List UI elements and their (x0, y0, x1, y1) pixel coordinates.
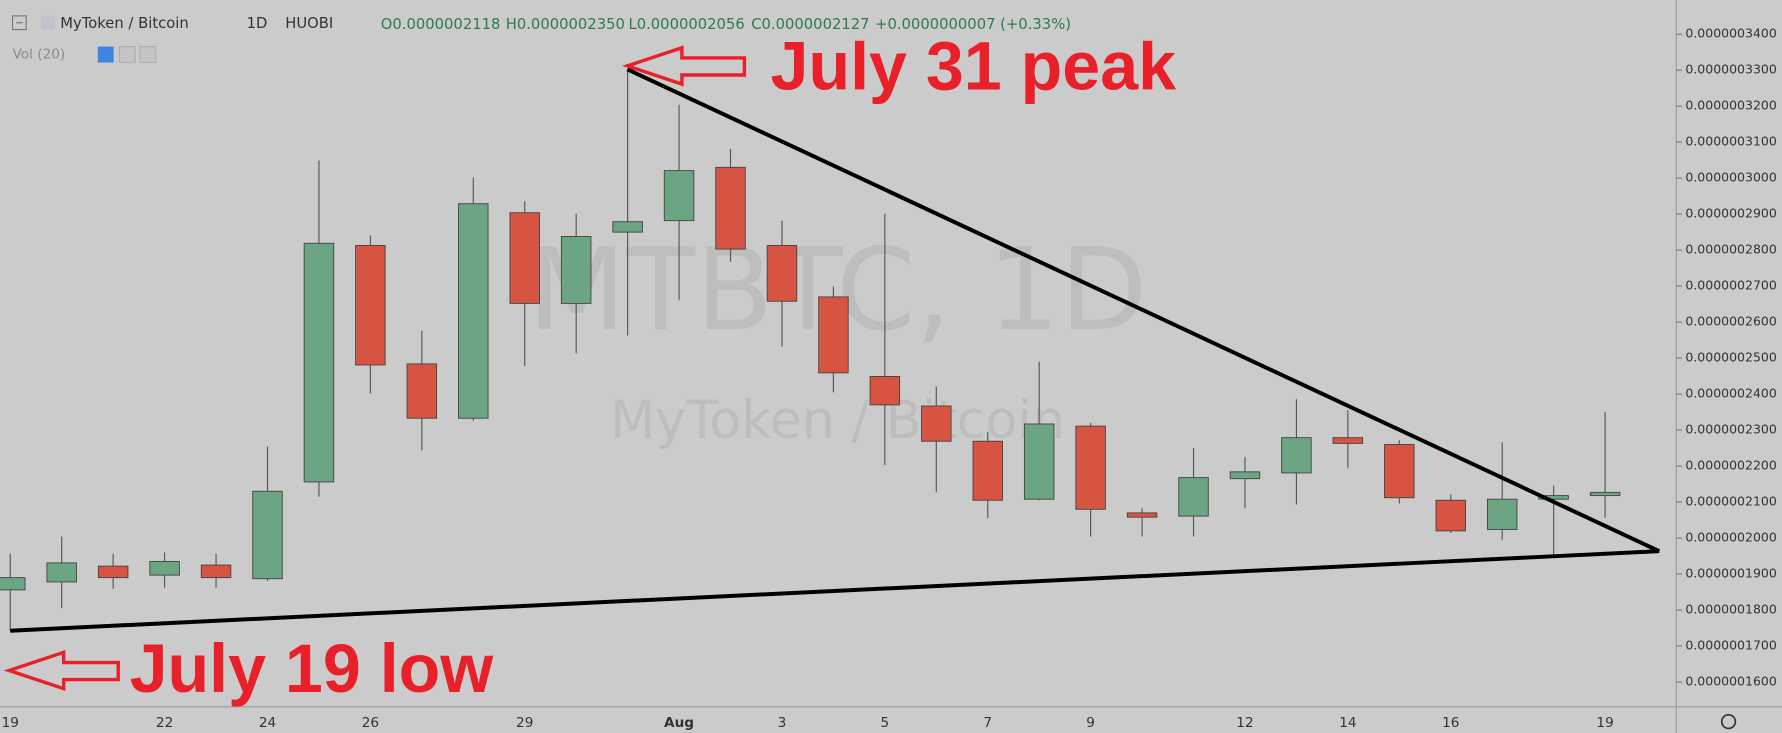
y-tick-label: 0.0000002100 (1685, 494, 1777, 509)
remove-button[interactable] (139, 46, 157, 64)
candle-body (766, 245, 798, 302)
y-tick-label: 0.0000002300 (1685, 422, 1777, 437)
x-tick-label: 3 (778, 715, 787, 731)
plot-area: 0.0000001600 0.0000001700 0.0000001800 0.00… (0, 26, 1777, 731)
peak-arrow (621, 45, 747, 87)
y-tick-label: 0.0000001800 (1685, 602, 1777, 617)
collapse-button[interactable] (11, 15, 27, 31)
x-tick-label: 7 (983, 715, 992, 731)
candle-body (612, 221, 643, 233)
candle-body (869, 376, 901, 406)
y-tick-label: 0.0000002600 (1685, 314, 1777, 329)
candle-body (1281, 437, 1312, 474)
x-tick-label: 5 (881, 715, 890, 731)
candle-body (1384, 444, 1415, 499)
y-tick-label: 0.0000003300 (1685, 62, 1777, 77)
candle-body (1023, 423, 1055, 500)
x-tick-label: 26 (362, 715, 379, 731)
candle-body (1178, 477, 1209, 517)
y-tick-label: 0.0000003000 (1685, 170, 1777, 185)
ohlc-close: C0.0000002127 (751, 16, 869, 33)
ohlc-low: L0.0000002056 (628, 16, 744, 33)
symbol-icon (40, 15, 55, 30)
candle-body (1332, 437, 1364, 444)
y-tick-label: 0.0000002900 (1685, 206, 1777, 221)
symbol[interactable]: MyToken / Bitcoin (60, 15, 189, 32)
candle-body (97, 565, 129, 579)
candle-body (1538, 495, 1569, 500)
change: +0.0000000007 (+0.33%) (875, 16, 1071, 33)
legend-bg (0, 0, 1676, 41)
x-tick-label: 16 (1442, 715, 1459, 731)
y-tick-label: 0.0000001900 (1685, 566, 1777, 581)
y-tick-label: 0.0000003400 (1685, 26, 1777, 41)
y-tick-label: 0.0000002700 (1685, 278, 1777, 293)
y-tick-label: 0.0000002000 (1685, 530, 1777, 545)
candle-body (252, 490, 283, 580)
candle-body (921, 405, 952, 442)
y-tick-label: 0.0000002200 (1685, 458, 1777, 473)
x-tick-label: Aug (664, 715, 694, 731)
candle-body (663, 170, 695, 222)
candle-body (1589, 491, 1621, 497)
y-tick-label: 0.0000003100 (1685, 134, 1777, 149)
resistance-trendline (626, 67, 1661, 553)
candle-body (355, 245, 386, 366)
x-tick-label: 19 (1596, 715, 1613, 731)
candle-body (818, 296, 849, 374)
candle-body (406, 363, 438, 419)
y-tick-label: 0.0000002500 (1685, 350, 1777, 365)
y-tick-label: 0.0000002400 (1685, 386, 1777, 401)
candle-body (972, 440, 1003, 501)
y-tick-label: 0.0000001600 (1685, 674, 1777, 689)
ohlc-high: H0.0000002350 (506, 16, 625, 33)
candle-body (560, 236, 592, 304)
x-tick-label: 24 (259, 715, 276, 731)
x-tick-label: 14 (1339, 715, 1356, 731)
candle-body (46, 562, 77, 583)
candle-body (715, 166, 746, 250)
ohlc-open: O0.0000002118 (381, 16, 501, 33)
exchange[interactable]: HUOBI (285, 15, 333, 32)
support-trendline (10, 549, 1660, 633)
y-tick-label: 0.0000003200 (1685, 98, 1777, 113)
annotation: July 31 peak (771, 29, 1177, 105)
settings-button[interactable] (118, 46, 136, 64)
hide-button[interactable] (97, 46, 114, 63)
candle-body (1126, 512, 1158, 518)
candle-body (458, 203, 489, 419)
candle-body (1435, 499, 1466, 532)
x-tick-label: 19 (2, 715, 19, 731)
x-tick-label: 9 (1086, 715, 1095, 731)
candle-body (1486, 498, 1518, 530)
y-tick-label: 0.0000002800 (1685, 242, 1777, 257)
y-tick-label: 0.0000001700 (1685, 638, 1777, 653)
x-tick-label: 22 (156, 715, 173, 731)
volume-indicator[interactable]: Vol (20) (13, 47, 66, 63)
interval[interactable]: 1D (247, 15, 268, 32)
settings-gear[interactable] (1720, 713, 1737, 730)
candle-body (303, 242, 335, 483)
candle-body (1075, 425, 1106, 510)
x-tick-label: 12 (1236, 715, 1253, 731)
candle-body (0, 577, 26, 591)
x-tick-label: 29 (516, 715, 533, 731)
candle-body (1229, 471, 1261, 480)
candle-body (200, 564, 232, 579)
candle-body (149, 561, 180, 576)
watermark-name: MyToken / Bitcoin (610, 390, 1065, 451)
candle-body (509, 212, 540, 304)
low-arrow (3, 649, 120, 692)
annotation: July 19 low (130, 631, 495, 707)
